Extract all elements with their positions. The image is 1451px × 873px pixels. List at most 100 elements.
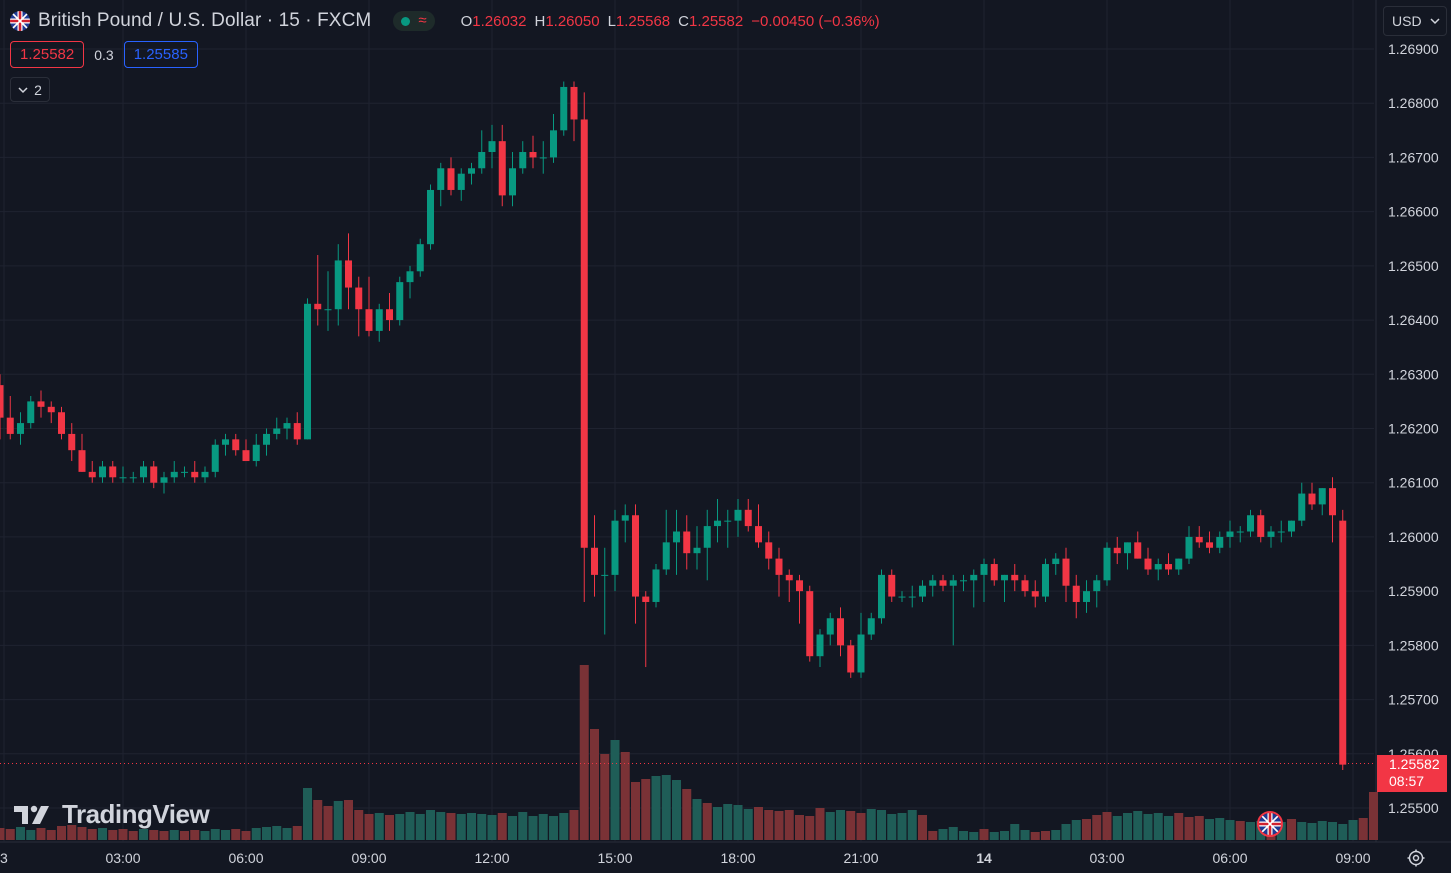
volume-bar: [1143, 814, 1153, 840]
change-value: −0.00450 (−0.36%): [751, 12, 880, 30]
volume-bar: [344, 800, 353, 840]
candle: [416, 238, 424, 277]
time-tick-label: 03:00: [105, 850, 140, 866]
wave-icon: ≈: [418, 12, 427, 29]
candle: [1154, 558, 1162, 581]
candle: [949, 574, 957, 646]
candle: [867, 612, 875, 640]
price-tick-label: 1.26300: [1388, 366, 1439, 382]
volume-bar: [979, 829, 989, 840]
candle: [888, 569, 896, 602]
volume-bar: [415, 814, 425, 840]
volume-bar: [395, 814, 405, 840]
candle: [242, 439, 250, 462]
volume-bar: [528, 816, 538, 840]
volume-bar: [508, 816, 517, 840]
candle: [580, 92, 588, 602]
candle: [1329, 477, 1336, 543]
last-price-value: 1.25582: [1389, 756, 1440, 772]
candle: [375, 303, 383, 342]
volume-bar: [1082, 819, 1091, 840]
candle: [150, 461, 158, 489]
volume-bar: [1194, 816, 1204, 840]
candle: [1175, 558, 1183, 575]
volume-bar: [477, 814, 487, 840]
volume-bar: [733, 805, 743, 840]
candle: [88, 461, 96, 483]
uk-us-flag-icon: [10, 11, 30, 31]
symbol-title[interactable]: British Pound / U.S. Dollar · 15 · FXCM: [38, 10, 372, 31]
price-axis[interactable]: 1.255001.256001.257001.258001.259001.260…: [1388, 41, 1439, 816]
volume-bar: [1287, 819, 1296, 840]
candle: [447, 157, 455, 196]
volume-bar: [887, 814, 897, 840]
candle: [304, 298, 311, 440]
candle: [37, 390, 45, 418]
candle: [68, 423, 76, 462]
candle: [570, 81, 578, 142]
candle: [324, 271, 332, 331]
volume-bar: [620, 752, 630, 840]
candle: [1124, 542, 1131, 570]
volume-bar: [579, 665, 589, 840]
time-axis[interactable]: 3 03:00 06:00 09:00 12:00 15:00 18:00 21:00 14 03…: [0, 850, 1371, 866]
volume-bar: [1030, 832, 1040, 840]
gear-icon[interactable]: [1406, 848, 1426, 868]
time-tick-label: 15:00: [597, 850, 632, 866]
legend-header: British Pound / U.S. Dollar · 15 · FXCM …: [10, 8, 880, 34]
price-tick-label: 1.26000: [1388, 529, 1439, 545]
volume-bar: [139, 829, 148, 840]
tradingview-logo[interactable]: TradingView: [14, 799, 210, 830]
candle: [1134, 531, 1142, 559]
candle: [662, 509, 670, 575]
candle: [990, 558, 998, 586]
candle: [550, 114, 557, 163]
volume-bar: [5, 829, 15, 840]
volume-bar: [313, 800, 323, 840]
candle: [539, 141, 547, 174]
currency-select[interactable]: USD: [1383, 6, 1447, 36]
volume-bar: [303, 788, 312, 840]
volume-bar: [272, 826, 282, 840]
candle: [58, 406, 65, 440]
candle: [806, 585, 814, 662]
volume-bar: [856, 813, 866, 840]
buy-button[interactable]: 1.25585: [123, 41, 198, 68]
candle: [119, 466, 127, 483]
market-status-badge[interactable]: ≈: [393, 11, 435, 31]
indicators-toggle-button[interactable]: 2: [10, 77, 50, 102]
volume-bar: [467, 813, 476, 840]
volume-bar: [661, 775, 671, 840]
candle: [529, 135, 537, 169]
volume-bar: [1051, 830, 1061, 840]
news-flag-icon[interactable]: [1257, 811, 1283, 837]
candle: [837, 607, 844, 657]
candle: [170, 461, 178, 483]
trade-buttons: 1.25582 0.3 1.25585: [10, 41, 198, 68]
volume-bar: [1092, 815, 1102, 840]
price-tick-label: 1.26900: [1388, 41, 1439, 57]
volume-bar: [262, 827, 271, 840]
volume-bar: [46, 830, 56, 840]
close-value: C1.25582: [678, 12, 744, 30]
volume-bar: [1328, 822, 1337, 840]
candle: [437, 162, 445, 207]
volume-bar: [1307, 823, 1317, 840]
currency-value: USD: [1392, 13, 1422, 29]
candle: [714, 498, 721, 543]
volume-bar: [26, 830, 36, 840]
candle: [1011, 564, 1019, 592]
volume-bar: [1133, 811, 1143, 840]
volume-bar: [1164, 816, 1173, 840]
sell-button[interactable]: 1.25582: [10, 41, 85, 68]
candle: [1267, 526, 1275, 548]
candle: [293, 412, 301, 445]
volume-bar: [426, 810, 435, 840]
candle: [232, 433, 240, 456]
chevron-down-icon: [18, 86, 28, 93]
volume-bar: [354, 810, 364, 840]
candle: [1298, 482, 1306, 527]
volume-bar: [969, 832, 979, 840]
candle: [99, 461, 106, 483]
